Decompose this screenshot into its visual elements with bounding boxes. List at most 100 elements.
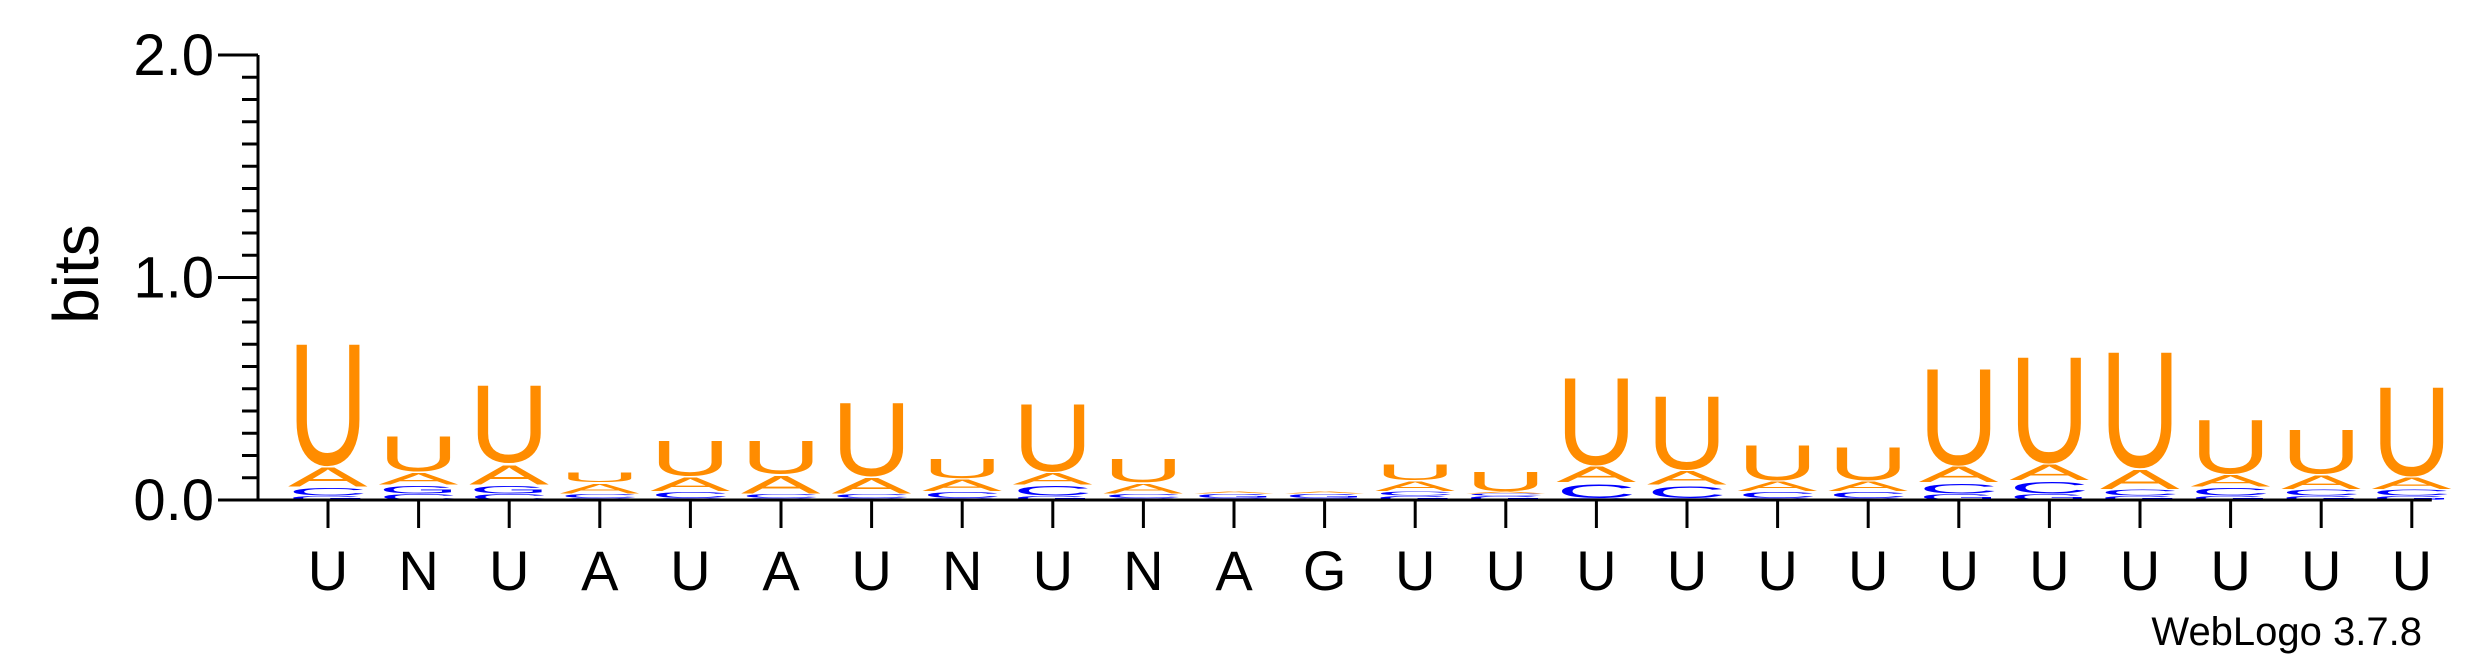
logo-glyph-A: A [1919, 462, 2000, 487]
logo-glyph-U: U [1919, 340, 1999, 494]
logo-glyph-C: C [2191, 486, 2271, 498]
logo-glyph-A: A [1738, 479, 1818, 494]
position-label: U [1757, 539, 1797, 602]
logo-glyph-A: A [379, 470, 459, 488]
logo-glyph-G: G [2191, 495, 2271, 501]
position-label: N [942, 539, 982, 602]
logo-glyph-G: G [2281, 495, 2361, 501]
logo-glyph-A: A [1647, 467, 1727, 488]
logo-glyph-A: A [2009, 460, 2090, 485]
logo-glyph-A: A [741, 471, 821, 499]
y-tick-label: 0.0 [133, 468, 214, 533]
logo-glyph-U: U [2009, 326, 2089, 495]
logo-glyph-C: C [288, 486, 368, 498]
logo-glyph-A: A [832, 474, 913, 499]
position-label: U [308, 539, 348, 602]
y-tick-label: 1.0 [133, 246, 214, 311]
logo-glyph-G: G [1466, 495, 1546, 501]
logo-glyph-U: U [469, 363, 549, 486]
logo-glyph-A: A [469, 460, 549, 491]
position-label: U [1939, 539, 1979, 602]
position-label: U [2210, 539, 2250, 602]
logo-glyph-A: A [1466, 491, 1547, 494]
logo-glyph-C: C [1013, 483, 1093, 498]
logo-glyph-G: G [1194, 493, 1274, 499]
logo-glyph-U: U [1375, 460, 1455, 485]
logo-glyph-C: C [2009, 478, 2089, 497]
logo-glyph-U: U [288, 307, 368, 501]
logo-glyph-U: U [1738, 435, 1818, 491]
logo-glyph-C: C [379, 493, 459, 502]
logo-glyph-A: A [650, 474, 730, 495]
logo-glyph-G: G [1919, 493, 1999, 502]
logo-glyph-C: C [922, 490, 1002, 499]
logo-glyph-C: C [1375, 491, 1455, 497]
position-label: U [2301, 539, 2341, 602]
logo-glyph-A: A [1828, 479, 1908, 494]
logo-glyph-A: A [2191, 472, 2271, 490]
position-label: U [489, 539, 529, 602]
logo-glyph-A: A [560, 481, 640, 496]
logo-glyph-A: A [1013, 470, 1093, 488]
logo-glyph-U: U [832, 380, 912, 498]
logo-glyph-U: U [650, 431, 730, 487]
logo-glyph-C: C [1828, 490, 1908, 499]
logo-glyph-A: A [1375, 479, 1455, 494]
position-label: U [1667, 539, 1707, 602]
logo-glyph-U: U [379, 427, 459, 483]
logo-glyph-A: A [922, 476, 1002, 494]
logo-glyph-G: G [2009, 493, 2089, 502]
logo-glyph-U: U [2281, 416, 2361, 487]
position-label: G [1303, 539, 1347, 602]
position-label: U [2029, 539, 2069, 602]
y-axis: 0.0 1.0 2.0 [133, 23, 260, 533]
position-label: A [1215, 539, 1253, 602]
logo-glyph-A: A [1103, 481, 1183, 496]
position-label: N [398, 539, 438, 602]
logo-glyph-U: U [922, 453, 1002, 484]
logo-glyph-U: U [2100, 316, 2180, 502]
logo-glyph-U: U [560, 470, 640, 485]
logo-glyph-C: C [1556, 480, 1636, 502]
logo-glyph-U: U [1556, 351, 1636, 490]
weblogo-credit: WebLogo 3.7.8 [2151, 610, 2422, 654]
logo-glyph-C: C [1103, 493, 1183, 499]
logo-glyph-U: U [1103, 453, 1183, 490]
logo-glyph-A: A [1194, 491, 1275, 494]
position-label: U [1848, 539, 1888, 602]
logo-glyph-U: U [2191, 405, 2271, 491]
logo-glyph-U: U [1828, 438, 1908, 490]
position-label: U [670, 539, 710, 602]
position-label: U [1486, 539, 1526, 602]
logo-glyph-U: U [1466, 466, 1546, 497]
logo-glyph-A: A [1556, 462, 1637, 487]
logo-glyph-G: G [1285, 493, 1365, 499]
logo-glyph-G: G [288, 495, 368, 501]
logo-glyph-A: A [2281, 472, 2361, 493]
logo-glyph-G: G [379, 484, 459, 496]
position-label: U [851, 539, 891, 602]
logo-glyph-G: G [1013, 495, 1093, 501]
logo-stacks: GCAUCGAUCGAUGCAUGCAUGCAUGCAUGCAUGCAUGCAU… [288, 307, 2452, 503]
logo-glyph-U: U [1013, 385, 1093, 493]
logo-glyph-U: U [1647, 374, 1727, 492]
logo-glyph-A: A [1285, 491, 1366, 494]
position-label: A [762, 539, 800, 602]
logo-glyph-C: C [1919, 481, 1999, 496]
logo-glyph-C: C [1738, 490, 1818, 499]
logo-glyph-C: C [469, 493, 549, 502]
logo-glyph-U: U [741, 431, 821, 483]
logo-glyph-C: C [650, 490, 730, 499]
position-label: U [1395, 539, 1435, 602]
logo-glyph-A: A [288, 462, 368, 493]
position-label: U [2392, 539, 2432, 602]
logo-glyph-C: C [2100, 488, 2180, 497]
logo-glyph-U: U [2372, 362, 2452, 504]
logo-glyph-G: G [2372, 495, 2452, 501]
logo-glyph-C: C [2281, 488, 2361, 497]
y-tick-label: 2.0 [133, 23, 214, 88]
logo-glyph-C: C [560, 493, 640, 499]
logo-glyph-G: G [469, 484, 549, 496]
logo-glyph-C: C [741, 493, 821, 499]
